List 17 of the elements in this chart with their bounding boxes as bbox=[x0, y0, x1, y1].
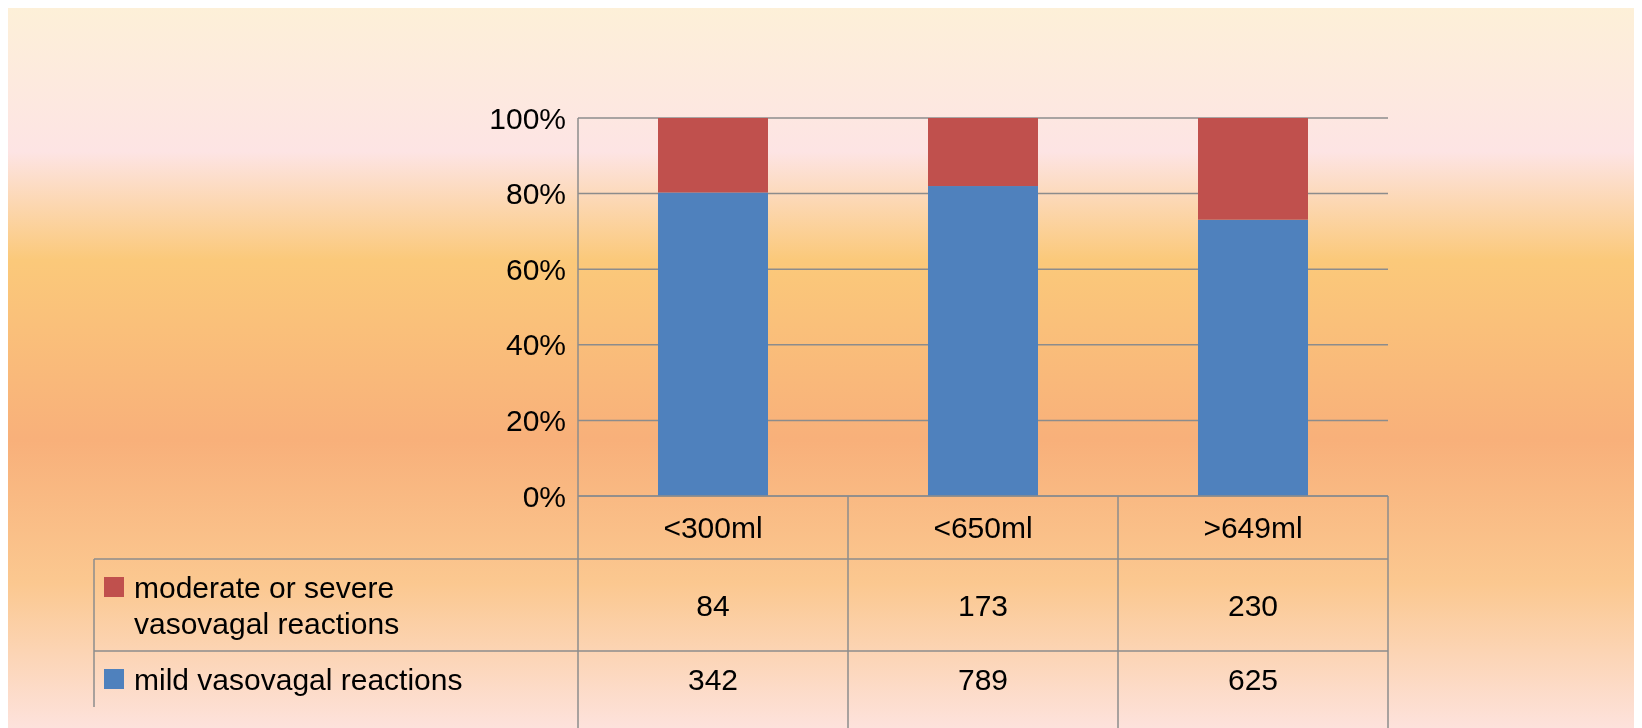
legend-label: moderate or severe vasovagal reactions bbox=[134, 570, 400, 640]
y-tick-label: 60% bbox=[505, 252, 566, 286]
text: 84 bbox=[696, 588, 730, 622]
text: 230 bbox=[1227, 588, 1279, 622]
y-tick-label: 40% bbox=[505, 328, 566, 362]
x-tick-label: <650ml bbox=[933, 511, 1033, 544]
text: 789 bbox=[957, 662, 1009, 696]
y-tick-label: 80% bbox=[505, 177, 566, 211]
text: 342 bbox=[687, 662, 739, 696]
y-tick-label: 0% bbox=[522, 479, 566, 513]
x-tick-label: >649ml bbox=[1203, 511, 1303, 544]
x-tick-label: <300ml bbox=[663, 511, 763, 544]
legend-label: mild vasovagal reactions bbox=[134, 662, 463, 696]
y-tick-label: 100% bbox=[489, 101, 566, 135]
text: 625 bbox=[1227, 662, 1279, 696]
y-tick-label: 20% bbox=[505, 403, 566, 437]
text: 173 bbox=[957, 588, 1009, 622]
